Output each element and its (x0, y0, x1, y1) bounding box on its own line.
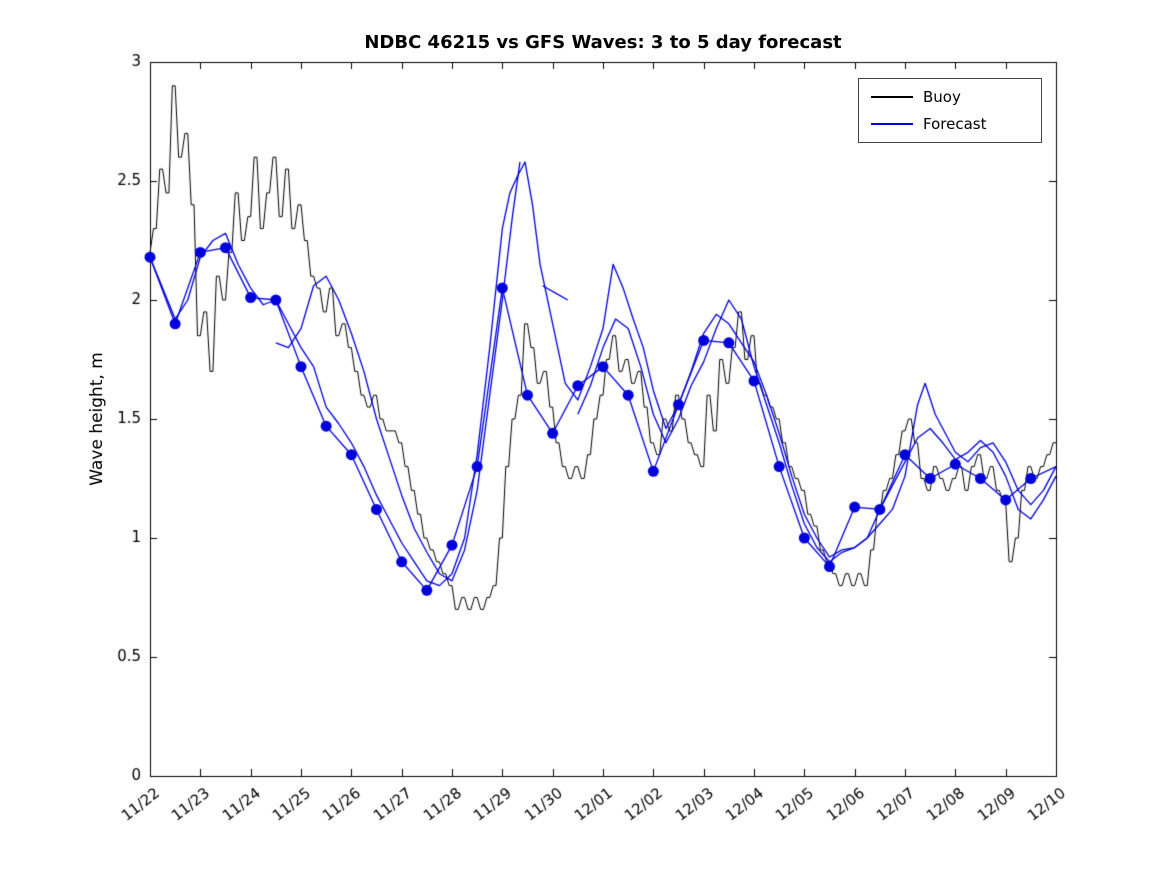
y-axis-label: Wave height, m (87, 352, 107, 486)
legend: Buoy Forecast (858, 78, 1042, 143)
buoy-line-swatch (871, 96, 913, 98)
legend-label-buoy: Buoy (923, 88, 961, 106)
forecast-line-swatch (871, 123, 913, 125)
chart-title: NDBC 46215 vs GFS Waves: 3 to 5 day fore… (364, 32, 842, 53)
legend-label-forecast: Forecast (923, 115, 987, 133)
legend-entry-buoy: Buoy (871, 88, 1031, 106)
legend-entry-forecast: Forecast (871, 115, 1031, 133)
